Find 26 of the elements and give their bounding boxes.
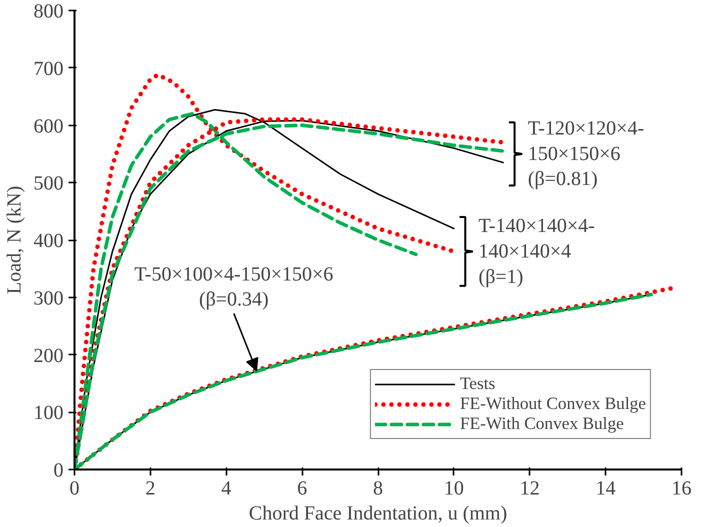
legend-label: FE-Without Convex Bulge	[460, 394, 646, 414]
legend-label: Tests	[460, 374, 496, 394]
annotation: T-50×100×4-150×150×6 (β=0.34)	[134, 263, 334, 311]
y-tick-label: 300	[34, 287, 64, 310]
x-tick-label: 14	[596, 478, 616, 500]
legend-label: FE-With Convex Bulge	[460, 414, 624, 434]
x-tick-label: 12	[520, 478, 540, 500]
x-tick-label: 0	[70, 478, 80, 500]
x-tick-label: 10	[444, 478, 464, 500]
annotation: T-140×140×4- 140×140×4 (β=1)	[478, 215, 595, 288]
y-tick-label: 100	[34, 402, 64, 424]
y-tick-label: 700	[34, 58, 64, 80]
annotation: T-120×120×4- 150×150×6 (β=0.81)	[528, 118, 644, 190]
x-axis-title: Chord Face Indentation, u (mm)	[248, 502, 508, 524]
y-tick-label: 400	[34, 230, 64, 252]
y-tick-label: 200	[34, 344, 64, 367]
x-tick-label: 6	[297, 478, 308, 500]
y-axis-title: Load, N (kN)	[4, 186, 26, 294]
x-tick-label: 2	[145, 478, 156, 500]
y-tick-label: 500	[34, 172, 64, 195]
x-tick-label: 16	[672, 478, 692, 500]
y-tick-label: 800	[34, 0, 64, 22]
x-tick-label: 8	[373, 478, 383, 500]
y-tick-label: 600	[34, 115, 64, 138]
x-tick-label: 4	[221, 478, 232, 500]
y-tick-label: 0	[54, 460, 64, 482]
